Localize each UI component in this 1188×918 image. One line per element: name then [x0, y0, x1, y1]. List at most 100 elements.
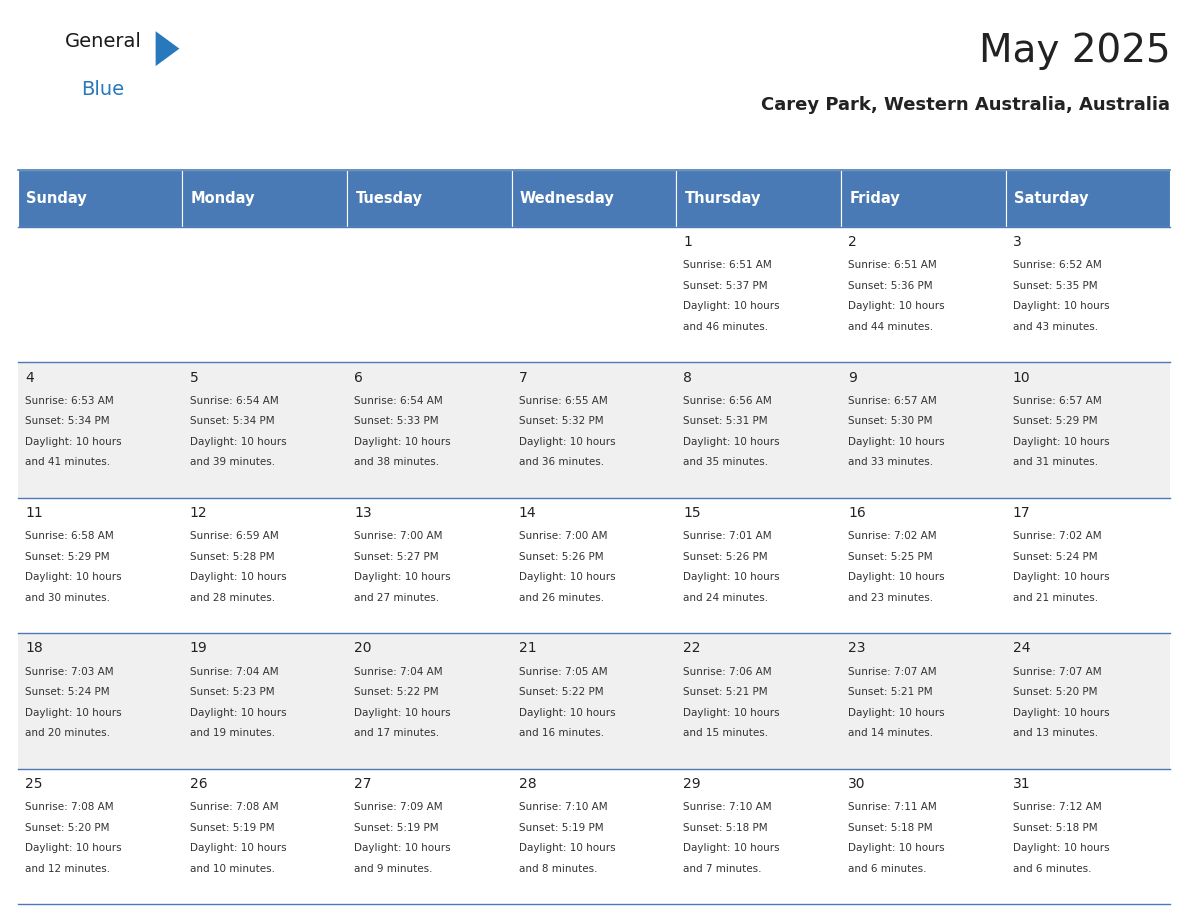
Text: Daylight: 10 hours: Daylight: 10 hours [683, 301, 781, 311]
Text: Sunday: Sunday [26, 191, 87, 206]
Bar [347, 633, 512, 768]
Bar [676, 170, 841, 227]
Text: Monday: Monday [191, 191, 255, 206]
Text: Daylight: 10 hours: Daylight: 10 hours [354, 844, 450, 853]
Text: 28: 28 [519, 777, 537, 791]
Text: Friday: Friday [849, 191, 901, 206]
Text: Daylight: 10 hours: Daylight: 10 hours [25, 844, 121, 853]
Text: Daylight: 10 hours: Daylight: 10 hours [683, 844, 781, 853]
Bar [841, 363, 1005, 498]
Text: Daylight: 10 hours: Daylight: 10 hours [354, 708, 450, 718]
Bar [841, 633, 1005, 768]
Text: Sunrise: 6:53 AM: Sunrise: 6:53 AM [25, 396, 114, 406]
Bar [347, 768, 512, 904]
Text: Tuesday: Tuesday [355, 191, 423, 206]
Text: Sunset: 5:36 PM: Sunset: 5:36 PM [848, 281, 933, 291]
Text: 22: 22 [683, 642, 701, 655]
Bar [841, 227, 1005, 363]
Text: and 19 minutes.: and 19 minutes. [190, 728, 274, 738]
Text: Daylight: 10 hours: Daylight: 10 hours [519, 437, 615, 447]
Text: Daylight: 10 hours: Daylight: 10 hours [1012, 572, 1110, 582]
Text: 27: 27 [354, 777, 372, 791]
Text: and 17 minutes.: and 17 minutes. [354, 728, 440, 738]
Text: and 16 minutes.: and 16 minutes. [519, 728, 604, 738]
Text: and 41 minutes.: and 41 minutes. [25, 457, 110, 467]
Text: Sunset: 5:33 PM: Sunset: 5:33 PM [354, 416, 438, 426]
Text: Sunrise: 7:07 AM: Sunrise: 7:07 AM [848, 666, 936, 677]
Text: and 9 minutes.: and 9 minutes. [354, 864, 432, 874]
Text: Sunset: 5:34 PM: Sunset: 5:34 PM [25, 416, 109, 426]
Text: Sunset: 5:22 PM: Sunset: 5:22 PM [354, 688, 438, 697]
Text: Sunrise: 6:54 AM: Sunrise: 6:54 AM [354, 396, 443, 406]
Text: 24: 24 [1012, 642, 1030, 655]
Text: Sunset: 5:19 PM: Sunset: 5:19 PM [354, 823, 438, 833]
Text: 11: 11 [25, 506, 43, 520]
Text: 5: 5 [190, 371, 198, 385]
Text: 13: 13 [354, 506, 372, 520]
Bar [676, 363, 841, 498]
Text: 25: 25 [25, 777, 43, 791]
Text: and 14 minutes.: and 14 minutes. [848, 728, 934, 738]
Text: 15: 15 [683, 506, 701, 520]
Text: Daylight: 10 hours: Daylight: 10 hours [354, 572, 450, 582]
Text: Sunrise: 7:05 AM: Sunrise: 7:05 AM [519, 666, 607, 677]
Text: Daylight: 10 hours: Daylight: 10 hours [848, 572, 944, 582]
Text: Sunset: 5:23 PM: Sunset: 5:23 PM [190, 688, 274, 697]
Text: Sunset: 5:18 PM: Sunset: 5:18 PM [683, 823, 769, 833]
Text: and 28 minutes.: and 28 minutes. [190, 593, 274, 603]
Text: Carey Park, Western Australia, Australia: Carey Park, Western Australia, Australia [762, 96, 1170, 115]
Text: and 35 minutes.: and 35 minutes. [683, 457, 769, 467]
Text: and 44 minutes.: and 44 minutes. [848, 322, 934, 331]
Text: Daylight: 10 hours: Daylight: 10 hours [519, 572, 615, 582]
Text: Sunset: 5:34 PM: Sunset: 5:34 PM [190, 416, 274, 426]
Text: Sunrise: 7:10 AM: Sunrise: 7:10 AM [683, 802, 772, 812]
Text: Sunrise: 6:57 AM: Sunrise: 6:57 AM [1012, 396, 1101, 406]
Text: Sunrise: 7:08 AM: Sunrise: 7:08 AM [190, 802, 278, 812]
Text: Sunrise: 6:59 AM: Sunrise: 6:59 AM [190, 531, 278, 541]
Text: Sunset: 5:26 PM: Sunset: 5:26 PM [683, 552, 769, 562]
Text: Sunset: 5:24 PM: Sunset: 5:24 PM [1012, 552, 1098, 562]
Text: Sunset: 5:30 PM: Sunset: 5:30 PM [848, 416, 933, 426]
Text: and 7 minutes.: and 7 minutes. [683, 864, 762, 874]
Bar [676, 227, 841, 363]
Text: Sunrise: 7:04 AM: Sunrise: 7:04 AM [190, 666, 278, 677]
Text: Sunrise: 6:52 AM: Sunrise: 6:52 AM [1012, 260, 1101, 270]
Text: General: General [65, 32, 143, 51]
Bar [512, 363, 676, 498]
Text: Sunrise: 7:02 AM: Sunrise: 7:02 AM [848, 531, 936, 541]
Text: Daylight: 10 hours: Daylight: 10 hours [683, 708, 781, 718]
Text: and 39 minutes.: and 39 minutes. [190, 457, 274, 467]
Text: and 15 minutes.: and 15 minutes. [683, 728, 769, 738]
Text: and 6 minutes.: and 6 minutes. [1012, 864, 1092, 874]
Text: Daylight: 10 hours: Daylight: 10 hours [848, 708, 944, 718]
Bar [512, 498, 676, 633]
Text: 21: 21 [519, 642, 537, 655]
Text: Sunrise: 7:07 AM: Sunrise: 7:07 AM [1012, 666, 1101, 677]
Text: Sunset: 5:19 PM: Sunset: 5:19 PM [190, 823, 274, 833]
Text: 14: 14 [519, 506, 537, 520]
Text: 6: 6 [354, 371, 364, 385]
Text: 10: 10 [1012, 371, 1030, 385]
Text: Sunset: 5:29 PM: Sunset: 5:29 PM [25, 552, 109, 562]
Text: Daylight: 10 hours: Daylight: 10 hours [190, 437, 286, 447]
Text: Sunset: 5:21 PM: Sunset: 5:21 PM [848, 688, 933, 697]
Bar [841, 170, 1005, 227]
Text: and 20 minutes.: and 20 minutes. [25, 728, 110, 738]
Text: and 46 minutes.: and 46 minutes. [683, 322, 769, 331]
Text: Sunrise: 7:08 AM: Sunrise: 7:08 AM [25, 802, 114, 812]
Text: and 27 minutes.: and 27 minutes. [354, 593, 440, 603]
Bar [18, 227, 183, 363]
Text: 12: 12 [190, 506, 207, 520]
Text: Daylight: 10 hours: Daylight: 10 hours [190, 708, 286, 718]
Text: Sunrise: 7:00 AM: Sunrise: 7:00 AM [519, 531, 607, 541]
Text: 26: 26 [190, 777, 207, 791]
Text: 2: 2 [848, 235, 857, 249]
Text: 1: 1 [683, 235, 693, 249]
Bar [1005, 768, 1170, 904]
Text: Daylight: 10 hours: Daylight: 10 hours [683, 572, 781, 582]
Text: May 2025: May 2025 [979, 32, 1170, 70]
Bar [183, 227, 347, 363]
Text: Sunrise: 7:10 AM: Sunrise: 7:10 AM [519, 802, 607, 812]
Text: 18: 18 [25, 642, 43, 655]
Text: Sunrise: 7:00 AM: Sunrise: 7:00 AM [354, 531, 443, 541]
